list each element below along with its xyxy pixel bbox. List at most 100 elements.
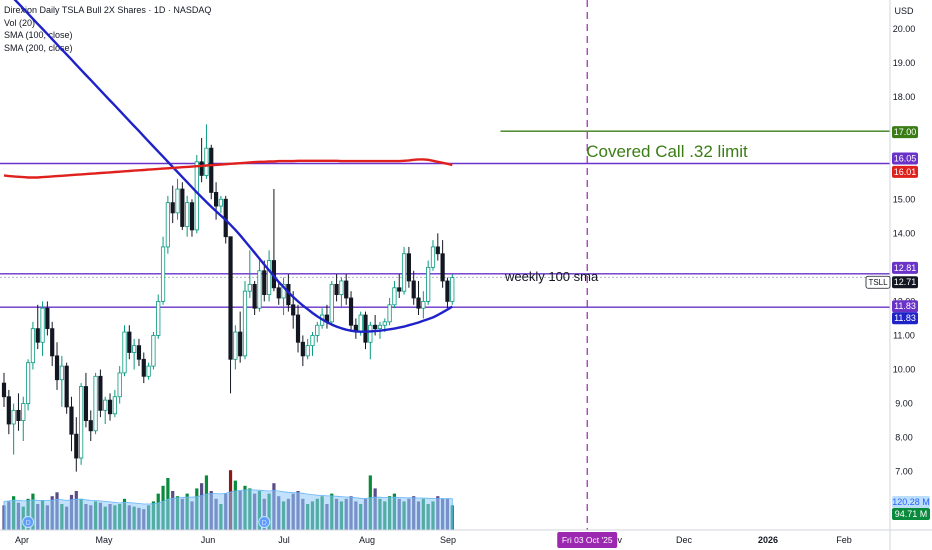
candle bbox=[324, 304, 330, 329]
sma100-line bbox=[13, 0, 453, 333]
x-tick-label: 2026 bbox=[758, 535, 778, 545]
candle bbox=[93, 372, 98, 435]
svg-text:TSLL: TSLL bbox=[868, 278, 888, 287]
svg-text:Fri 03 Oct '25: Fri 03 Oct '25 bbox=[562, 535, 613, 545]
volume-ma-tag: 120.28 M bbox=[892, 496, 930, 508]
annotation-weekly-sma: weekly 100 sma bbox=[504, 269, 599, 284]
candle bbox=[127, 325, 132, 360]
candle bbox=[136, 338, 142, 367]
x-tick-label: Jul bbox=[278, 535, 290, 545]
candle bbox=[397, 274, 402, 298]
tag-last-price: 12.71 bbox=[892, 276, 918, 289]
currency-label: USD bbox=[894, 6, 914, 16]
candle bbox=[334, 274, 339, 302]
candle bbox=[401, 246, 407, 295]
legend-volume[interactable]: Vol (20) bbox=[4, 17, 36, 28]
candle bbox=[6, 389, 11, 435]
x-tick-label: May bbox=[95, 535, 113, 545]
candle bbox=[165, 195, 170, 254]
candle bbox=[1, 372, 7, 407]
x-tick-label: Dec bbox=[676, 535, 693, 545]
annotation-covered-call: Covered Call .32 limit bbox=[586, 142, 748, 161]
candle bbox=[74, 417, 79, 472]
y-tick-label: 8.00 bbox=[895, 433, 913, 443]
candle bbox=[83, 372, 89, 428]
candle bbox=[107, 393, 113, 421]
candle bbox=[305, 338, 310, 360]
candle bbox=[300, 335, 305, 367]
candle bbox=[175, 178, 180, 220]
candle bbox=[112, 389, 117, 418]
candle bbox=[233, 325, 238, 370]
y-tick-label: 7.00 bbox=[895, 467, 913, 477]
y-tick-label: 20.00 bbox=[893, 24, 916, 34]
candle bbox=[117, 366, 122, 404]
y-tick-label: 15.00 bbox=[893, 194, 916, 204]
candle bbox=[185, 195, 190, 237]
candle bbox=[88, 410, 93, 442]
candle bbox=[146, 362, 151, 380]
candle bbox=[156, 294, 161, 339]
candle bbox=[276, 280, 281, 305]
candle bbox=[79, 383, 84, 465]
candle bbox=[247, 250, 252, 298]
candle bbox=[430, 240, 436, 271]
chart-legend: Direxion Daily TSLA Bull 2X Shares · 1D … bbox=[4, 4, 211, 54]
candle bbox=[25, 359, 31, 411]
legend-sma200[interactable]: SMA (200, close) bbox=[4, 42, 73, 53]
svg-text:11.83: 11.83 bbox=[894, 313, 916, 323]
candle bbox=[151, 332, 156, 370]
horizontal-lines-layer bbox=[0, 130, 890, 308]
candle bbox=[421, 291, 426, 319]
x-tick-label: Aug bbox=[359, 535, 375, 545]
candle bbox=[98, 369, 103, 418]
candle bbox=[387, 297, 392, 326]
y-tick-label: 11.00 bbox=[893, 330, 915, 340]
candle bbox=[440, 240, 445, 288]
svg-text:16.01: 16.01 bbox=[894, 167, 917, 177]
legend-title: Direxion Daily TSLA Bull 2X Shares · 1D … bbox=[4, 5, 212, 15]
tag-1605: 16.05 bbox=[892, 152, 918, 165]
candle bbox=[266, 250, 272, 302]
candle bbox=[348, 291, 354, 333]
candle bbox=[373, 315, 378, 336]
candle bbox=[218, 195, 223, 213]
date-highlight-tag: Fri 03 Oct '25 bbox=[557, 532, 618, 548]
candle bbox=[363, 311, 368, 350]
sma-layer bbox=[3, 0, 453, 333]
candle bbox=[189, 199, 195, 237]
candle bbox=[160, 236, 166, 305]
tag-sma100: 11.83 bbox=[892, 312, 918, 325]
candle bbox=[257, 260, 262, 312]
candle bbox=[392, 280, 397, 309]
candle bbox=[64, 362, 69, 414]
candle bbox=[45, 301, 50, 336]
candle bbox=[30, 321, 36, 370]
svg-text:94.71 M: 94.71 M bbox=[895, 509, 928, 519]
candle bbox=[40, 301, 45, 356]
candle bbox=[180, 182, 185, 230]
candle bbox=[204, 124, 209, 179]
candle bbox=[406, 246, 411, 288]
tag-1281: 12.81 bbox=[892, 261, 918, 274]
candle bbox=[252, 280, 257, 316]
candle bbox=[69, 396, 74, 452]
price-tags-layer: 17.00 16.05 16.01 12.81 12.71 11.83 11.83 TSLL 1… bbox=[865, 126, 930, 520]
x-tick-label: Apr bbox=[15, 535, 29, 545]
svg-text:16.05: 16.05 bbox=[894, 153, 917, 163]
y-tick-label: 18.00 bbox=[893, 92, 916, 102]
candle bbox=[295, 304, 301, 353]
candle bbox=[59, 355, 64, 407]
candle bbox=[281, 277, 286, 316]
y-tick-label: 9.00 bbox=[895, 399, 913, 409]
candle bbox=[416, 280, 421, 316]
candle bbox=[426, 260, 431, 305]
svg-text:17.00: 17.00 bbox=[894, 127, 917, 137]
y-tick-label: 19.00 bbox=[893, 58, 916, 68]
legend-sma100[interactable]: SMA (100, close) bbox=[4, 30, 73, 40]
candle bbox=[122, 325, 127, 377]
candle bbox=[194, 154, 199, 234]
candle bbox=[213, 182, 219, 220]
